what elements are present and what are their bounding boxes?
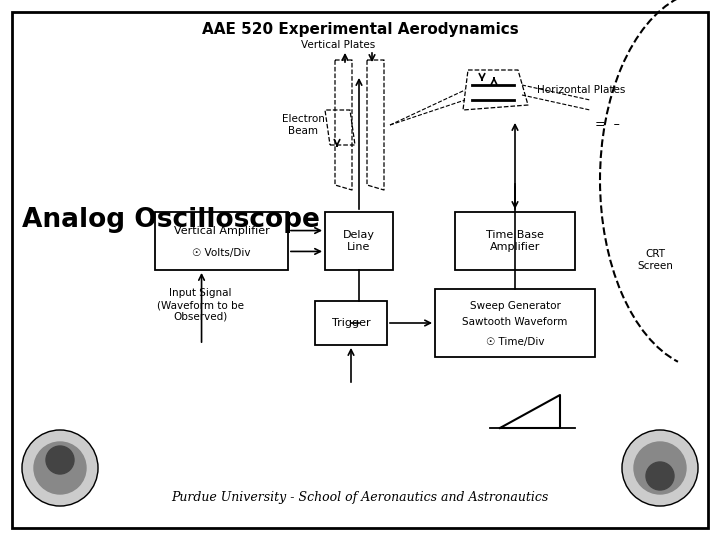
Text: CRT
Screen: CRT Screen: [637, 249, 673, 271]
Bar: [455, 212, 575, 270]
Text: Sweep Generator: Sweep Generator: [469, 301, 560, 311]
Text: Vertical Plates: Vertical Plates: [301, 40, 375, 50]
Bar: [435, 289, 595, 357]
Bar: [155, 212, 288, 270]
Text: Time Base
Amplifier: Time Base Amplifier: [486, 230, 544, 252]
Text: ☉ Time/Div: ☉ Time/Div: [486, 337, 544, 347]
Text: Analog Oscilloscope: Analog Oscilloscope: [22, 207, 320, 233]
Text: ☉ Volts/Div: ☉ Volts/Div: [192, 248, 251, 258]
Bar: [315, 301, 387, 345]
Text: Purdue University - School of Aeronautics and Astronautics: Purdue University - School of Aeronautic…: [171, 491, 549, 504]
Text: Sawtooth Waveform: Sawtooth Waveform: [462, 316, 567, 327]
Circle shape: [622, 430, 698, 506]
Text: Vertical Amplifier: Vertical Amplifier: [174, 226, 269, 235]
Circle shape: [46, 446, 74, 474]
Circle shape: [634, 442, 686, 494]
Text: Input Signal
(Waveform to be
Observed): Input Signal (Waveform to be Observed): [157, 288, 244, 322]
Polygon shape: [500, 395, 560, 428]
Text: Electron
Beam: Electron Beam: [282, 114, 325, 136]
Bar: [325, 212, 393, 270]
Text: =  –: = –: [595, 118, 620, 132]
Circle shape: [646, 462, 674, 490]
Text: Trigger: Trigger: [332, 318, 370, 328]
Circle shape: [34, 442, 86, 494]
Circle shape: [22, 430, 98, 506]
Text: Delay
Line: Delay Line: [343, 230, 375, 252]
Text: AAE 520 Experimental Aerodynamics: AAE 520 Experimental Aerodynamics: [202, 22, 518, 37]
Text: Horizontal Plates: Horizontal Plates: [537, 85, 626, 95]
